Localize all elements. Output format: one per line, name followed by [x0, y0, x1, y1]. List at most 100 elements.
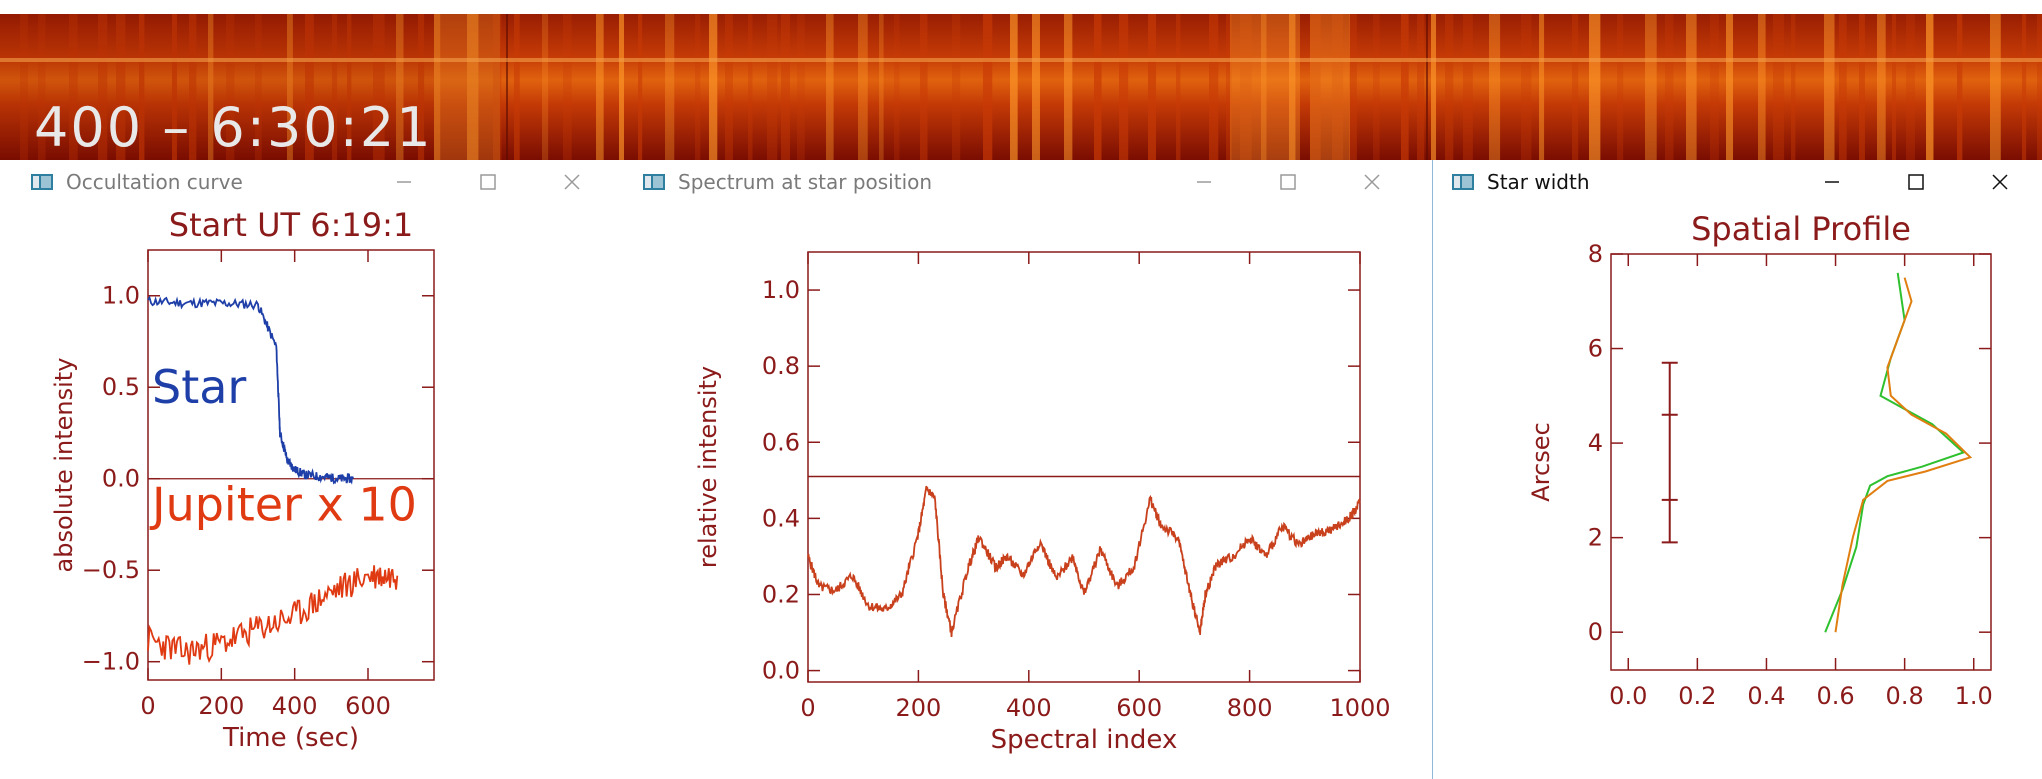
spectrum-stripe	[1373, 14, 1380, 160]
spectrum-stripe	[98, 14, 108, 160]
y-tick-label: 0.4	[762, 504, 800, 532]
frame-caption: 400 – 6:30:21	[34, 96, 433, 159]
spectrum-stripe	[725, 14, 733, 160]
y-tick-label: −1.0	[82, 648, 140, 676]
spectrum-stripe	[1665, 14, 1674, 160]
spectrum-stripe	[1349, 14, 1357, 160]
x-tick-label: 0.2	[1678, 682, 1716, 710]
occultation-curve-window[interactable]: Occultation curve 0 200 400 600 −1.0 −0.5 0.0 0…	[12, 160, 614, 779]
spectrum-stripe	[1877, 14, 1886, 160]
window-titlebar[interactable]: Spectrum at star position	[624, 160, 1414, 204]
window-title: Occultation curve	[66, 170, 243, 194]
x-tick-label: 1000	[1329, 694, 1390, 722]
x-tick-label: 1.0	[1955, 682, 1993, 710]
close-button[interactable]	[1958, 160, 2042, 204]
spectrum-stripe	[1445, 14, 1454, 160]
spectrum-stripe	[1926, 14, 1934, 160]
x-tick-label: 0	[800, 694, 815, 722]
spectrum-stripe	[1539, 14, 1545, 160]
spectrum-stripe	[373, 14, 385, 160]
spectrum-stripe	[208, 14, 214, 160]
frame-divider	[1426, 14, 1428, 160]
spectrum-stripe	[1240, 14, 1252, 160]
maximize-button[interactable]	[1246, 160, 1330, 204]
x-tick-label: 200	[198, 692, 244, 720]
spectrum-stripe	[638, 14, 643, 160]
window-titlebar[interactable]: Star width	[1433, 160, 2042, 204]
spectrum-stripe	[894, 14, 900, 160]
spectrum-stripe	[1489, 14, 1501, 160]
spectrum-stripe	[467, 14, 479, 160]
y-tick-label: −0.5	[82, 556, 140, 584]
y-tick-label: 0.6	[762, 428, 800, 456]
window-titlebar[interactable]: Occultation curve	[12, 160, 614, 204]
star-series	[147, 295, 355, 485]
spectrum-stripe	[1824, 14, 1835, 160]
spectrum-stripe	[1094, 14, 1102, 160]
spectrum-stripe	[396, 14, 404, 160]
x-tick-label: 0.0	[1609, 682, 1647, 710]
spectrum-stripe	[1463, 14, 1473, 160]
x-axis-label: Spectral index	[991, 725, 1178, 755]
spectrum-stripe	[287, 14, 293, 160]
spectrum-stripe	[189, 14, 197, 160]
spectrum-stripe	[1417, 14, 1425, 160]
star-width-window[interactable]: Star width 0.0 0.2 0.4 0.6 0.8 1.0 0 2 4 6 8 Spatia…	[1432, 160, 2042, 779]
spectrum-stripe	[920, 14, 928, 160]
minimize-button[interactable]	[1790, 160, 1874, 204]
spectrum-stripe	[695, 14, 701, 160]
spectrum-stripe	[1726, 14, 1734, 160]
spectrum-stripe	[781, 14, 790, 160]
spectrum-stripe	[665, 14, 675, 160]
x-tick-label: 0.4	[1747, 682, 1785, 710]
bright-band	[440, 14, 500, 160]
spectrum-stripe	[879, 14, 884, 160]
spectrum-stripe	[1892, 14, 1897, 160]
window-title: Star width	[1487, 170, 1590, 194]
spectrum-stripe	[1209, 14, 1219, 160]
spectrum-stripe	[1521, 14, 1532, 160]
jupiter-series	[147, 565, 399, 665]
minimize-button[interactable]	[1162, 160, 1246, 204]
spectrum-stripe	[2037, 14, 2042, 160]
frame-divider	[506, 14, 508, 160]
y-tick-label: 0.0	[762, 657, 800, 685]
spectrum-stripe	[1990, 14, 2001, 160]
spectrum-stripe	[1645, 14, 1657, 160]
minimize-button[interactable]	[362, 160, 446, 204]
spectrum-stripe	[1617, 14, 1624, 160]
star-annotation: Star	[152, 360, 246, 414]
maximize-button[interactable]	[1874, 160, 1958, 204]
y-tick-label: 1.0	[762, 276, 800, 304]
bright-band	[1230, 14, 1300, 160]
spectrum-stripe	[172, 14, 177, 160]
spectrum-stripe	[226, 14, 235, 160]
x-tick-label: 800	[1227, 694, 1273, 722]
spectrum-stripe	[596, 14, 604, 160]
y-tick-label: 1.0	[102, 282, 140, 310]
spectrum-stripe	[952, 14, 961, 160]
spectrum-stripe	[305, 14, 314, 160]
spectrum-stripe	[1226, 14, 1232, 160]
spectrum-window[interactable]: Spectrum at star position 0 200 400 600 800 1…	[624, 160, 1414, 779]
close-button[interactable]	[530, 160, 614, 204]
profile-green-series	[1824, 272, 1966, 633]
window-app-icon	[31, 174, 53, 190]
plot-frame	[1610, 253, 1992, 671]
spectrum-stripe	[1401, 14, 1409, 160]
y-tick-label: 8	[1588, 240, 1603, 268]
x-tick-label: 400	[1006, 694, 1052, 722]
spectrum-chart: 0 200 400 600 800 1000 0.0 0.2 0.4 0.6 0.8 1.0 Spect…	[694, 251, 1391, 755]
spectrum-stripe	[748, 14, 753, 160]
spectrum-stripe	[1119, 14, 1129, 160]
profile-orange-series	[1834, 277, 1973, 633]
maximize-button[interactable]	[446, 160, 530, 204]
y-tick-label: 0.5	[102, 373, 140, 401]
x-tick-label: 0	[140, 692, 155, 720]
close-button[interactable]	[1330, 160, 1414, 204]
spectrum-stripe	[255, 14, 262, 160]
occultation-chart: 0 200 400 600 −1.0 −0.5 0.0 0.5 1.0 Start UT 6:19…	[50, 206, 435, 753]
spectrum-series	[807, 485, 1361, 637]
shade-band	[0, 14, 500, 160]
spectrum-heatmap	[0, 0, 2042, 160]
